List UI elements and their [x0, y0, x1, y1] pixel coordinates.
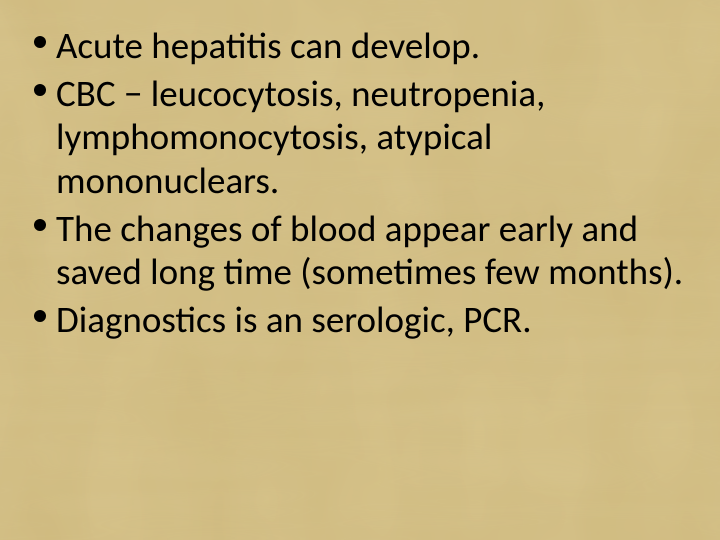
- list-item-text: The changes of blood appear early and sa…: [56, 207, 684, 294]
- slide: Acute hepatitis can develop. CBC − leuco…: [0, 0, 720, 540]
- slide-content: Acute hepatitis can develop. CBC − leuco…: [30, 24, 684, 342]
- list-item: Acute hepatitis can develop.: [30, 24, 684, 68]
- bullet-list: Acute hepatitis can develop. CBC − leuco…: [30, 24, 684, 342]
- list-item-text: CBC − leucocytosis, neutropenia, lymphom…: [56, 72, 684, 203]
- list-item: Diagnostics is an serologic, PCR.: [30, 298, 684, 342]
- list-item-text: Diagnostics is an serologic, PCR.: [56, 298, 684, 342]
- list-item: The changes of blood appear early and sa…: [30, 207, 684, 294]
- list-item: CBC − leucocytosis, neutropenia, lymphom…: [30, 72, 684, 203]
- list-item-text: Acute hepatitis can develop.: [56, 24, 684, 68]
